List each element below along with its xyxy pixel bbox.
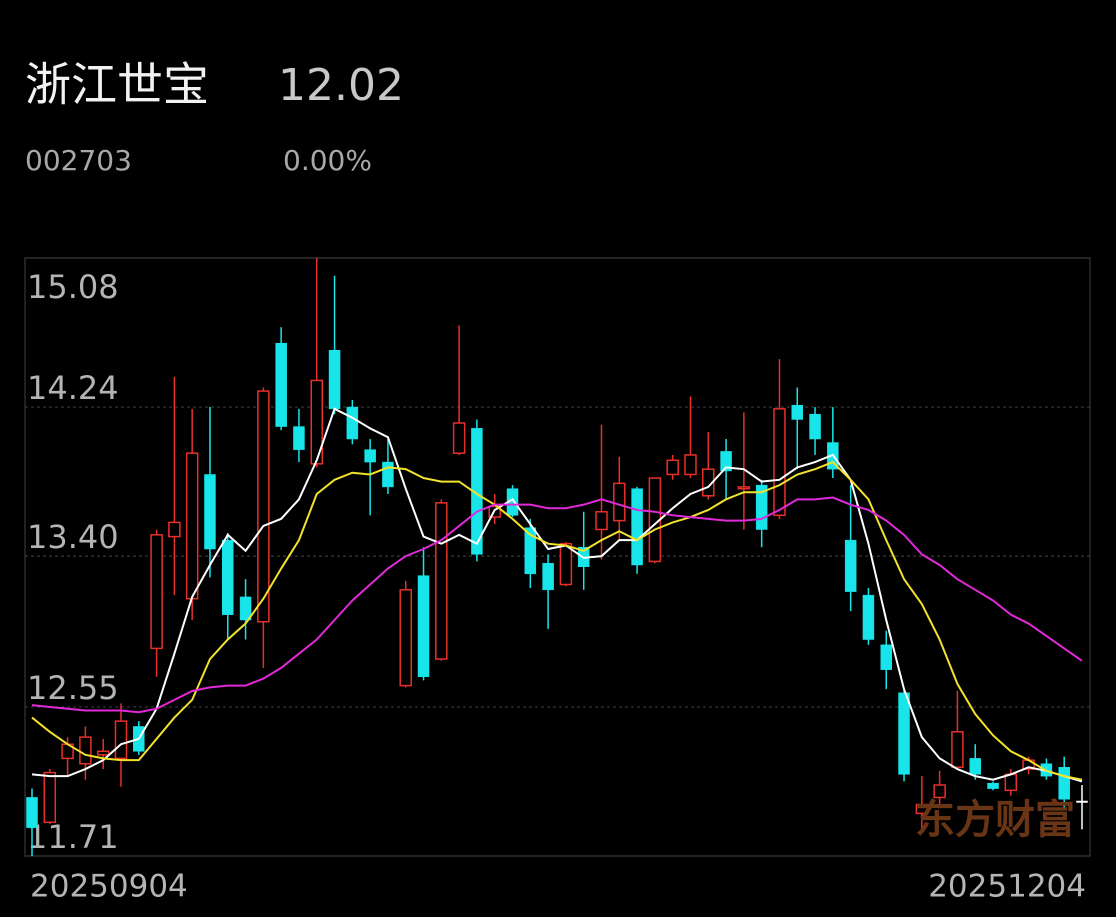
- candle-body: [613, 482, 626, 522]
- candle-body: [310, 379, 323, 465]
- candle-body: [720, 451, 732, 472]
- candle-body: [809, 413, 821, 440]
- candle-body: [542, 562, 554, 591]
- candle-body: [737, 486, 751, 490]
- candle-body: [1076, 800, 1088, 803]
- y-tick-label: 13.40: [27, 518, 119, 556]
- candle-body: [702, 468, 715, 497]
- candle-body: [382, 461, 394, 488]
- candle-body: [79, 736, 92, 765]
- candle-body: [168, 521, 181, 538]
- candle-body: [880, 644, 892, 670]
- candle-body: [399, 589, 412, 687]
- candle-body: [150, 534, 163, 650]
- candle-body: [862, 594, 875, 640]
- moving-average-line: [31, 460, 1083, 781]
- candle-body: [293, 426, 305, 450]
- candle-body: [969, 758, 981, 775]
- moving-average-line: [31, 407, 1083, 783]
- candle-body: [684, 454, 697, 476]
- candle-body: [791, 405, 804, 420]
- x-tick-label: 20250904: [30, 869, 188, 905]
- candle-body: [933, 784, 946, 799]
- stock-change: 0.00%: [283, 144, 372, 177]
- candle-body: [595, 511, 608, 531]
- candle-body: [951, 731, 964, 769]
- candle-body: [915, 803, 929, 815]
- y-tick-label: 15.08: [27, 268, 119, 306]
- candle-body: [898, 692, 910, 775]
- candle-body: [185, 452, 199, 600]
- y-tick-label: 12.55: [27, 669, 119, 707]
- candle-body: [755, 484, 768, 530]
- candle-body: [844, 539, 857, 592]
- candle-body: [328, 350, 341, 410]
- stock-code: 002703: [25, 144, 132, 177]
- candle-body: [524, 527, 537, 575]
- chart-frame: [24, 257, 1091, 857]
- candle-body: [204, 474, 216, 550]
- candle-body: [364, 449, 376, 463]
- candle-body: [559, 542, 573, 586]
- candle-body: [26, 797, 38, 828]
- candle-body: [222, 539, 234, 615]
- candle-body: [666, 459, 679, 476]
- y-tick-label: 11.71: [27, 818, 119, 856]
- candle-body: [987, 782, 999, 789]
- y-tick-label: 14.24: [27, 369, 119, 407]
- candle-body: [1004, 773, 1018, 792]
- candle-body: [452, 422, 466, 454]
- candle-body: [346, 406, 359, 440]
- candle-body: [417, 575, 430, 678]
- candle-body: [43, 771, 57, 824]
- candle-body: [773, 408, 786, 517]
- moving-average-line: [31, 496, 1083, 714]
- candle-body: [631, 488, 643, 566]
- candle-body: [257, 390, 270, 623]
- candle-body: [239, 596, 252, 621]
- stock-name: 浙江世宝: [25, 58, 209, 112]
- watermark: 东方财富: [915, 797, 1075, 843]
- candle-body: [96, 750, 110, 756]
- candle-body: [114, 720, 128, 760]
- stock-price: 12.02: [278, 60, 404, 111]
- candle-body: [435, 502, 448, 660]
- candle-body: [275, 342, 287, 427]
- x-tick-label: 20251204: [928, 869, 1086, 905]
- candle-body: [1058, 767, 1070, 800]
